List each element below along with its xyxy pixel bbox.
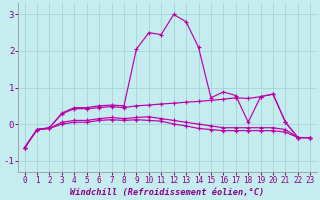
X-axis label: Windchill (Refroidissement éolien,°C): Windchill (Refroidissement éolien,°C) [70,188,265,197]
